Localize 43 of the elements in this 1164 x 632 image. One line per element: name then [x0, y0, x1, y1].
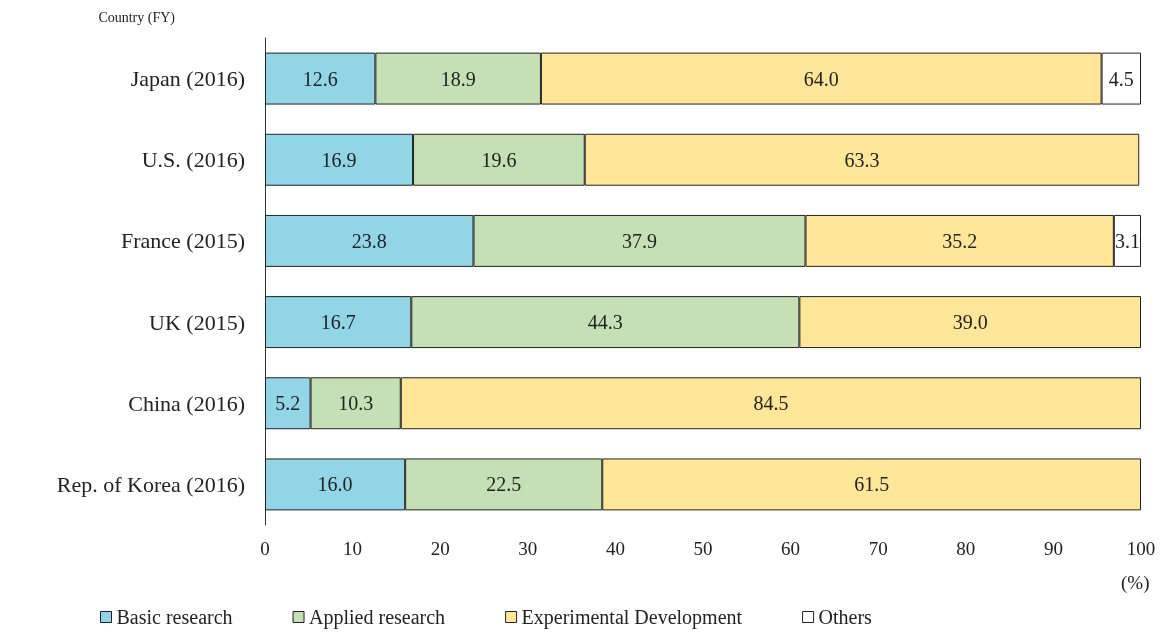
y-tick-label: China (2016)	[128, 390, 245, 416]
data-label: 16.0	[317, 473, 353, 496]
data-label: 44.3	[587, 311, 623, 334]
data-label: 39.0	[952, 311, 988, 334]
legend-label: Basic research	[116, 606, 233, 628]
y-tick-label: France (2015)	[120, 228, 245, 254]
x-tick-label: 60	[781, 538, 801, 559]
x-tick-label: 90	[1043, 538, 1063, 559]
data-label: 10.3	[338, 392, 374, 415]
x-tick-label: 40	[605, 538, 625, 559]
data-label: 16.9	[321, 148, 357, 171]
y-tick-label: Rep. of Korea (2016)	[56, 471, 245, 497]
x-tick-label: 80	[956, 538, 976, 559]
y-tick-label: U.S. (2016)	[141, 147, 245, 173]
data-label: 16.7	[320, 311, 356, 334]
x-axis-title: (%)	[1121, 572, 1150, 594]
x-tick-label: 20	[430, 538, 450, 559]
legend-label: Others	[818, 606, 873, 628]
data-label: 5.2	[275, 392, 301, 415]
data-label: 35.2	[942, 229, 978, 252]
x-tick-label: 50	[693, 538, 713, 559]
y-tick-label: Japan (2016)	[130, 66, 245, 92]
data-label: 3.1	[1114, 229, 1140, 252]
x-tick-label: 0	[260, 538, 270, 559]
data-label: 84.5	[753, 392, 789, 415]
data-label: 12.6	[302, 67, 338, 90]
data-label: 18.9	[440, 67, 476, 90]
data-label: 22.5	[486, 473, 522, 496]
x-tick-label: 10	[343, 538, 363, 559]
x-tick-label: 30	[518, 538, 538, 559]
data-label: 63.3	[844, 148, 880, 171]
data-label: 61.5	[854, 473, 890, 496]
y-tick-label: UK (2015)	[149, 309, 245, 335]
data-label: 23.8	[351, 229, 387, 252]
data-label: 4.5	[1108, 67, 1134, 90]
data-label: 37.9	[621, 229, 657, 252]
x-tick-label: 70	[868, 538, 888, 559]
data-label: 19.6	[481, 148, 517, 171]
y-axis-title: Country (FY)	[98, 9, 176, 26]
legend-label: Experimental Development	[521, 606, 743, 629]
x-tick-label: 100	[1126, 538, 1156, 559]
data-label: 64.0	[803, 67, 839, 90]
legend-label: Applied research	[309, 606, 446, 629]
